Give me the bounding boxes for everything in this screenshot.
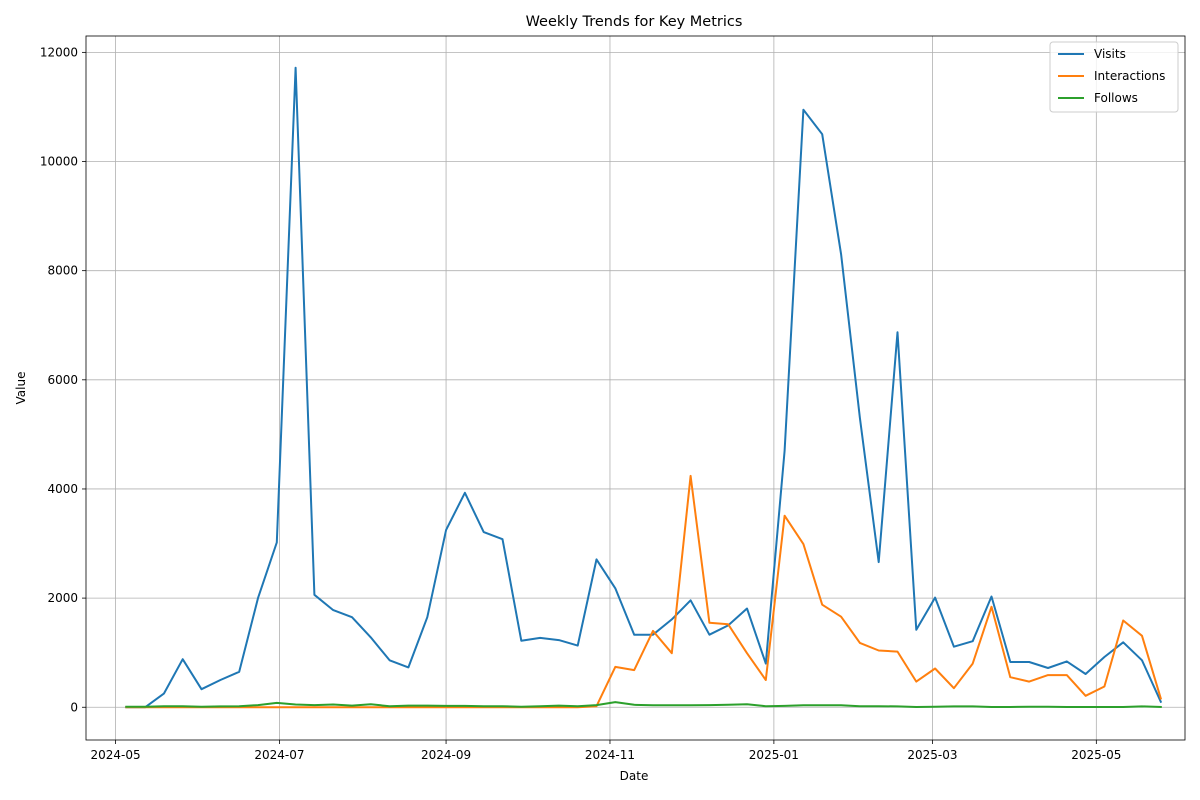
y-tick-label: 0 bbox=[70, 700, 78, 714]
plot-area-frame bbox=[85, 35, 1186, 741]
y-axis-title: Value bbox=[14, 372, 28, 405]
y-tick-label: 2000 bbox=[47, 591, 78, 605]
legend-label-follows: Follows bbox=[1094, 91, 1138, 105]
legend-label-interactions: Interactions bbox=[1094, 69, 1165, 83]
x-tick-label: 2025-01 bbox=[749, 748, 799, 762]
y-tick-label: 10000 bbox=[40, 155, 78, 169]
series-line-follows bbox=[125, 701, 1162, 709]
series-lines bbox=[125, 66, 1163, 709]
x-tick-label: 2025-03 bbox=[907, 748, 957, 762]
series-line-visits bbox=[125, 66, 1163, 709]
x-tick-label: 2024-07 bbox=[254, 748, 304, 762]
x-tick-label: 2024-11 bbox=[585, 748, 635, 762]
y-axis: 0 2000 4000 6000 8000 10000 12000 bbox=[40, 45, 86, 714]
y-tick-label: 8000 bbox=[47, 264, 78, 278]
series-line-interactions bbox=[125, 474, 1163, 709]
x-axis-title: Date bbox=[620, 769, 649, 783]
x-tick-label: 2024-05 bbox=[90, 748, 140, 762]
legend-box bbox=[1049, 41, 1179, 113]
legend: Visits Interactions Follows bbox=[1049, 41, 1179, 113]
y-tick-label: 4000 bbox=[47, 482, 78, 496]
x-axis: 2024-05 2024-07 2024-09 2024-11 2025-01 2025-… bbox=[90, 740, 1121, 762]
x-tick-label: 2024-09 bbox=[421, 748, 471, 762]
x-tick-label: 2025-05 bbox=[1071, 748, 1121, 762]
y-tick-label: 12000 bbox=[40, 45, 78, 59]
y-tick-label: 6000 bbox=[47, 373, 78, 387]
legend-label-visits: Visits bbox=[1094, 47, 1126, 61]
chart-title: Weekly Trends for Key Metrics bbox=[526, 14, 743, 30]
gridlines bbox=[86, 36, 1185, 740]
